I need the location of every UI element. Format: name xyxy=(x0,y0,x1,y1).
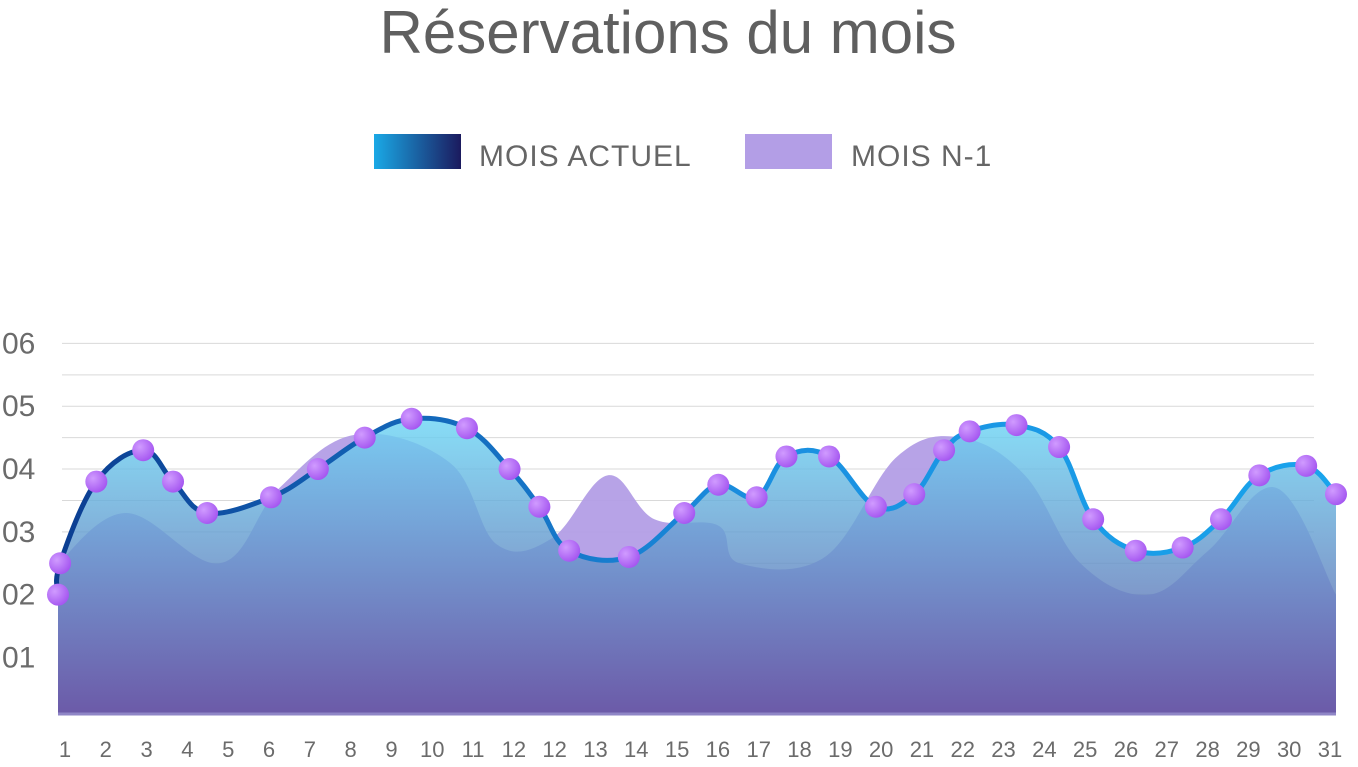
data-point xyxy=(673,502,696,524)
data-point xyxy=(958,420,981,443)
x-tick-label: 8 xyxy=(345,737,357,762)
data-point xyxy=(617,545,640,568)
x-tick-label: 14 xyxy=(624,737,648,762)
data-point xyxy=(1248,464,1271,487)
x-tick-label: 23 xyxy=(991,737,1015,762)
legend-swatch-previous xyxy=(745,134,832,169)
legend: MOIS ACTUEL MOIS N-1 xyxy=(374,134,992,173)
x-tick-label: 7 xyxy=(304,737,316,762)
y-tick-label: 05 xyxy=(2,390,35,423)
y-tick-label: 02 xyxy=(2,579,35,612)
x-tick-label: 18 xyxy=(787,737,811,762)
y-axis: 01 02 03 04 05 06 xyxy=(2,327,35,674)
data-point xyxy=(528,495,551,518)
data-point xyxy=(162,470,185,493)
data-point xyxy=(1325,483,1347,506)
legend-swatch-current xyxy=(374,134,461,169)
x-tick-label: 4 xyxy=(181,737,193,762)
data-point xyxy=(260,486,282,509)
x-tick-label: 28 xyxy=(1195,737,1219,762)
data-point xyxy=(707,473,730,496)
y-tick-label: 03 xyxy=(2,516,35,549)
data-point xyxy=(818,445,841,468)
x-tick-label: 12 xyxy=(502,737,526,762)
x-tick-label: 21 xyxy=(910,737,934,762)
x-tick-label: 11 xyxy=(462,737,485,762)
data-point xyxy=(1171,536,1194,559)
data-point xyxy=(775,445,798,468)
data-point xyxy=(1048,436,1071,459)
x-tick-label: 25 xyxy=(1073,737,1097,762)
x-tick-label: 13 xyxy=(583,737,607,762)
x-tick-label: 24 xyxy=(1032,737,1056,762)
x-tick-label: 10 xyxy=(420,737,444,762)
x-tick-label: 22 xyxy=(950,737,974,762)
data-point xyxy=(196,502,219,524)
x-tick-label: 15 xyxy=(665,737,689,762)
data-point xyxy=(47,583,69,606)
data-point xyxy=(49,552,72,575)
x-tick-label: 9 xyxy=(385,737,397,762)
y-tick-label: 04 xyxy=(2,453,35,486)
data-point xyxy=(903,483,926,506)
legend-label-current: MOIS ACTUEL xyxy=(479,140,692,173)
x-tick-label: 3 xyxy=(140,737,152,762)
x-tick-label: 26 xyxy=(1114,737,1138,762)
x-tick-label: 5 xyxy=(222,737,234,762)
x-tick-label: 20 xyxy=(869,737,893,762)
data-point xyxy=(558,539,581,562)
data-point xyxy=(132,439,155,462)
data-point xyxy=(933,439,956,462)
data-point xyxy=(1082,508,1105,531)
x-tick-label: 16 xyxy=(706,737,730,762)
x-tick-label: 12 xyxy=(542,737,566,762)
legend-label-previous: MOIS N-1 xyxy=(851,140,992,173)
data-point xyxy=(85,470,108,493)
x-tick-label: 30 xyxy=(1277,737,1301,762)
data-point xyxy=(498,458,521,481)
data-point xyxy=(306,458,329,481)
x-tick-label: 2 xyxy=(100,737,112,762)
data-point xyxy=(745,486,768,509)
series-current-month xyxy=(54,415,1339,716)
data-point xyxy=(353,426,376,449)
data-point xyxy=(455,417,478,440)
y-tick-label: 06 xyxy=(2,327,35,360)
data-point xyxy=(400,407,423,430)
data-point xyxy=(1005,414,1028,437)
series-current-markers xyxy=(47,407,1347,606)
x-tick-label: 31 xyxy=(1318,737,1342,762)
data-point xyxy=(1295,454,1318,477)
area-current-month xyxy=(56,418,1337,714)
x-tick-label: 6 xyxy=(263,737,275,762)
x-tick-label: 17 xyxy=(746,737,770,762)
y-tick-label: 01 xyxy=(2,641,35,674)
data-point xyxy=(864,495,887,518)
x-axis: 1 2 3 4 5 6 7 8 9 10 11 12 12 13 14 15 16 17 18 19 20 21 22 23 2… xyxy=(59,737,1342,762)
x-tick-label: 29 xyxy=(1236,737,1260,762)
data-point xyxy=(1209,508,1232,531)
x-tick-label: 27 xyxy=(1155,737,1179,762)
chart-title: Réservations du mois xyxy=(380,0,957,66)
data-point xyxy=(1124,539,1147,562)
x-tick-label: 1 xyxy=(59,737,71,762)
x-tick-label: 19 xyxy=(828,737,852,762)
